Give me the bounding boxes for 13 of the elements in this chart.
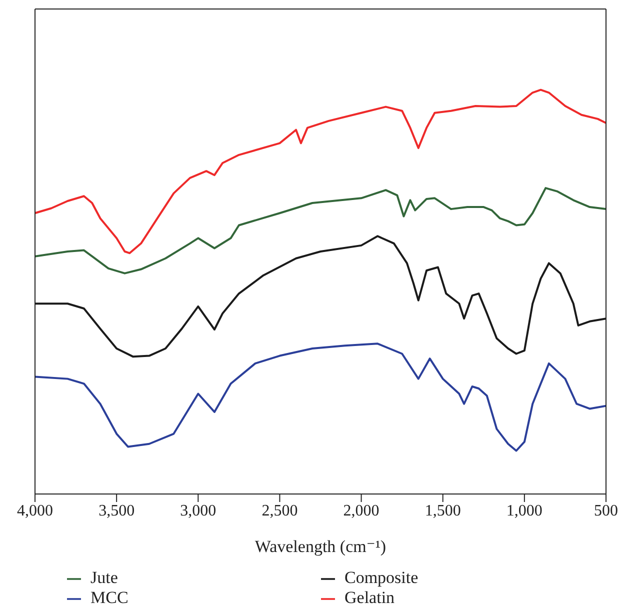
x-axis-title: Wavelength (cm⁻¹)	[254, 537, 386, 556]
legend-label: Gelatin	[344, 588, 396, 608]
x-tick-label: 2,500	[262, 502, 298, 520]
x-tick-label: 1,500	[424, 502, 461, 520]
legend-label: Composite	[344, 568, 420, 588]
x-tick-label: 1,000	[506, 502, 542, 520]
legend-label: MCC	[90, 588, 130, 608]
x-tick-label: 3,500	[98, 502, 135, 520]
legend-label: Jute	[90, 568, 119, 588]
x-tick-label: 3,000	[180, 502, 216, 520]
x-tick-label: 4,000	[17, 502, 53, 520]
x-tick-label: 2,000	[343, 502, 380, 520]
x-tick-label: 500	[594, 502, 618, 520]
